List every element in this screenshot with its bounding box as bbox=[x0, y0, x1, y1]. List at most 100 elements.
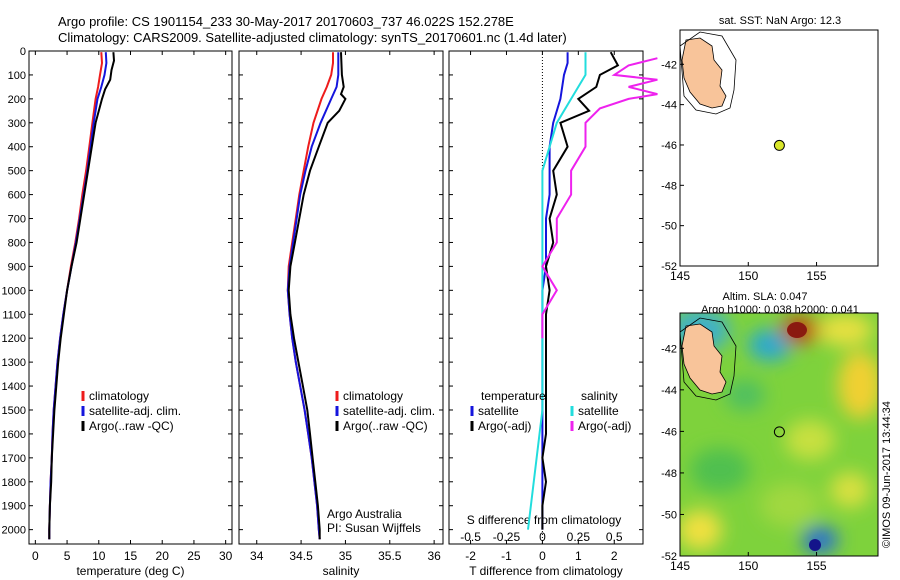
x-tick-label: 35 bbox=[339, 549, 353, 563]
legend-label: Argo(-adj) bbox=[578, 419, 631, 433]
x-axis-label: T difference from climatology bbox=[469, 564, 623, 578]
depth-tick-label: 700 bbox=[8, 214, 26, 226]
x-tick-label: 1 bbox=[575, 549, 582, 563]
argo-float-marker bbox=[773, 426, 785, 438]
depth-tick-label: 1000 bbox=[2, 285, 26, 297]
x-axis-label: salinity bbox=[323, 564, 360, 578]
depth-tick-label: 1600 bbox=[2, 429, 26, 441]
legend-title-temperature: temperature bbox=[481, 389, 546, 403]
map-x-tick-label: 150 bbox=[738, 559, 758, 573]
depth-tick-label: 1100 bbox=[2, 309, 26, 321]
map-y-tick-label: -48 bbox=[661, 468, 677, 480]
series-salinity-argo-adj- bbox=[541, 57, 658, 339]
map-y-tick-label: -44 bbox=[661, 385, 677, 397]
map-x-tick-label: 155 bbox=[807, 559, 827, 573]
salinity-profile-panel: 34 34.5 35 35.5 36 salinity climatologysatelli… bbox=[238, 50, 444, 578]
legend-label: satellite bbox=[578, 404, 619, 418]
legend-label: climatology bbox=[343, 389, 403, 403]
sst-map-title: sat. SST: NaN Argo: 12.3 bbox=[719, 15, 841, 27]
legend-label: satellite bbox=[478, 404, 519, 418]
temperature-plot-frame bbox=[28, 50, 233, 545]
header-line1: Argo profile: CS 1901154_233 30-May-2017… bbox=[58, 14, 514, 29]
map-y-tick-label: -52 bbox=[661, 261, 677, 273]
map-x-tick-label: 155 bbox=[807, 269, 827, 283]
tasmania-land bbox=[681, 37, 727, 109]
map-x-tick-label: 145 bbox=[670, 559, 690, 573]
depth-contour bbox=[680, 317, 737, 401]
map-y-tick-label: -46 bbox=[661, 140, 677, 152]
annotation-line1: Argo Australia bbox=[327, 507, 402, 521]
x2-tick-label: 0.25 bbox=[567, 530, 591, 544]
x-tick-label: 5 bbox=[64, 549, 71, 563]
tasmania-land bbox=[681, 323, 727, 395]
x-tick-label: 0 bbox=[32, 549, 39, 563]
depth-tick-label: 100 bbox=[8, 70, 26, 82]
imos-credit: ©IMOS 09-Jun-2017 13:44:34 bbox=[881, 401, 893, 548]
depth-tick-label: 1400 bbox=[2, 381, 26, 393]
sla-map-title-line1: Altim. SLA: 0.047 bbox=[723, 291, 808, 303]
sla-map: Altim. SLA: 0.047 Argo h1000: 0.038 h200… bbox=[661, 291, 879, 573]
map-y-tick-label: -42 bbox=[661, 59, 677, 71]
salinity-plot-frame bbox=[238, 50, 444, 545]
x2-tick-label: 0 bbox=[539, 530, 546, 544]
difference-plot-frame bbox=[448, 50, 644, 545]
annotation-line2: PI: Susan Wijffels bbox=[327, 521, 421, 535]
map-y-tick-label: -42 bbox=[661, 343, 677, 355]
x-tick-label: 15 bbox=[124, 549, 138, 563]
map-y-tick-label: -50 bbox=[661, 221, 677, 233]
sla-field bbox=[680, 313, 878, 556]
x2-axis-label: S difference from climatology bbox=[467, 513, 622, 527]
x-axis-label: temperature (deg C) bbox=[76, 564, 184, 578]
map-y-tick-label: -44 bbox=[661, 100, 677, 112]
depth-tick-label: 2000 bbox=[2, 525, 26, 537]
sst-map: sat. SST: NaN Argo: 12.3 145 150 155 -42 -44… bbox=[661, 15, 879, 283]
legend-label: satellite-adj. clim. bbox=[343, 404, 435, 418]
difference-profile-panel: -2 -1 0 1 2T difference from climatology -0.5… bbox=[448, 50, 658, 578]
depth-tick-label: 1200 bbox=[2, 333, 26, 345]
legend-label: Argo(..raw -QC) bbox=[343, 419, 428, 433]
legend-label: satellite-adj. clim. bbox=[89, 404, 181, 418]
depth-tick-label: 200 bbox=[8, 94, 26, 106]
map-y-tick-label: -48 bbox=[661, 180, 677, 192]
x2-tick-label: -0.25 bbox=[493, 530, 521, 544]
depth-contour bbox=[680, 31, 737, 115]
x-tick-label: 2 bbox=[611, 549, 618, 563]
legend-title-salinity: salinity bbox=[581, 389, 618, 403]
legend-label: Argo(-adj) bbox=[478, 419, 531, 433]
sla-map-axes: 145 150 155 -42 -44 -46 -48 -50 -52 bbox=[661, 343, 827, 573]
temperature-profile-panel: 0100200300400500600700800900100011001200… bbox=[2, 46, 233, 578]
legend-label: Argo(..raw -QC) bbox=[89, 419, 174, 433]
depth-tick-label: 1700 bbox=[2, 453, 26, 465]
series-salinity-satellite bbox=[527, 52, 587, 530]
depth-tick-label: 400 bbox=[8, 142, 26, 154]
depth-tick-label: 800 bbox=[8, 237, 26, 249]
depth-tick-label: 1300 bbox=[2, 357, 26, 369]
map-y-tick-label: -52 bbox=[661, 551, 677, 563]
depth-tick-label: 500 bbox=[8, 166, 26, 178]
x-tick-label: 25 bbox=[187, 549, 201, 563]
series-argo-raw-qc- bbox=[48, 52, 116, 540]
depth-tick-label: 0 bbox=[20, 46, 26, 58]
depth-tick-label: 600 bbox=[8, 190, 26, 202]
sla-map-frame bbox=[679, 312, 879, 557]
depth-tick-label: 900 bbox=[8, 261, 26, 273]
legend-label: climatology bbox=[89, 389, 149, 403]
x-tick-label: -2 bbox=[465, 549, 476, 563]
x-tick-label: -1 bbox=[501, 549, 512, 563]
x-tick-label: 10 bbox=[92, 549, 106, 563]
map-x-tick-label: 145 bbox=[670, 269, 690, 283]
map-x-tick-label: 150 bbox=[738, 269, 758, 283]
x2-tick-label: -0.5 bbox=[460, 530, 481, 544]
x-tick-label: 20 bbox=[156, 549, 170, 563]
series-argo-raw-qc- bbox=[287, 52, 347, 540]
header-line2: Climatology: CARS2009. Satellite-adjuste… bbox=[58, 30, 567, 45]
x2-tick-label: 0.5 bbox=[606, 530, 623, 544]
map-y-tick-label: -46 bbox=[661, 426, 677, 438]
x-tick-label: 35.5 bbox=[378, 549, 402, 563]
map-y-tick-label: -50 bbox=[661, 509, 677, 521]
x-tick-label: 34 bbox=[250, 549, 264, 563]
series-temperature-satellite bbox=[541, 52, 569, 530]
x-tick-label: 36 bbox=[427, 549, 441, 563]
depth-tick-label: 1900 bbox=[2, 501, 26, 513]
